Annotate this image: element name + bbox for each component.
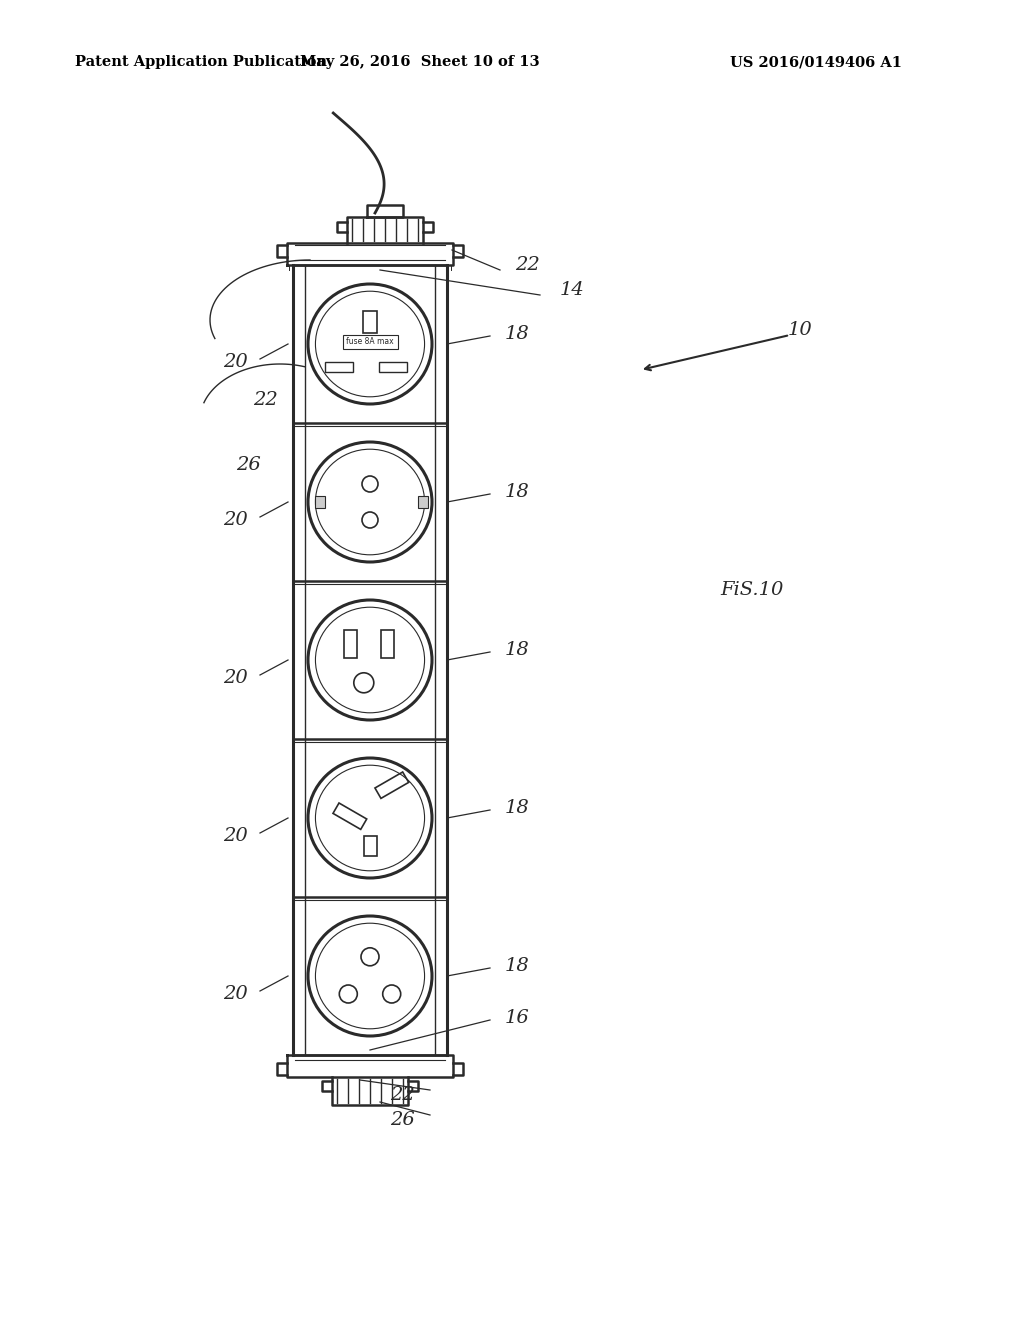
Bar bbox=[326, 362, 353, 372]
Text: 20: 20 bbox=[222, 828, 248, 845]
Text: 18: 18 bbox=[505, 325, 529, 343]
Text: 16: 16 bbox=[505, 1008, 529, 1027]
Text: 10: 10 bbox=[787, 321, 812, 339]
Bar bbox=[333, 803, 367, 829]
Text: 20: 20 bbox=[222, 352, 248, 371]
Text: 18: 18 bbox=[505, 799, 529, 817]
Text: 14: 14 bbox=[560, 281, 585, 300]
Text: FiS.10: FiS.10 bbox=[720, 581, 783, 599]
Text: Patent Application Publication: Patent Application Publication bbox=[75, 55, 327, 69]
Text: US 2016/0149406 A1: US 2016/0149406 A1 bbox=[730, 55, 902, 69]
Bar bbox=[375, 772, 409, 799]
Text: May 26, 2016  Sheet 10 of 13: May 26, 2016 Sheet 10 of 13 bbox=[300, 55, 540, 69]
Text: 26: 26 bbox=[236, 455, 260, 474]
Bar bbox=[381, 630, 394, 657]
Text: 26: 26 bbox=[390, 1111, 415, 1129]
Bar bbox=[362, 312, 377, 333]
Text: fuse 8A max: fuse 8A max bbox=[346, 338, 394, 346]
Text: 18: 18 bbox=[505, 957, 529, 975]
Text: 20: 20 bbox=[222, 669, 248, 686]
Bar bbox=[419, 496, 428, 508]
Bar bbox=[379, 362, 408, 372]
Text: 18: 18 bbox=[505, 483, 529, 502]
Text: 18: 18 bbox=[505, 642, 529, 659]
Text: 22: 22 bbox=[515, 256, 540, 275]
Text: 22: 22 bbox=[390, 1086, 415, 1104]
Text: 22: 22 bbox=[253, 391, 278, 409]
Bar bbox=[315, 496, 326, 508]
Bar bbox=[344, 630, 357, 657]
Text: 20: 20 bbox=[222, 985, 248, 1003]
Text: 20: 20 bbox=[222, 511, 248, 529]
Bar bbox=[364, 836, 377, 855]
Bar bbox=[342, 335, 397, 348]
